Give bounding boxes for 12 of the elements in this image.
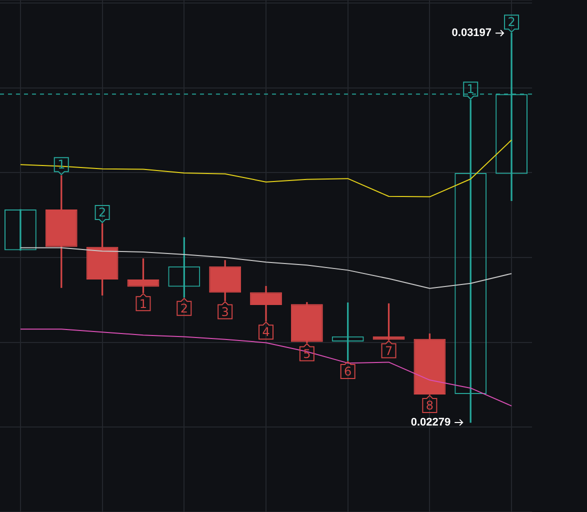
annotation: 2: [508, 15, 516, 30]
annotation: 3: [221, 304, 229, 319]
annotation: 0.02279: [410, 416, 451, 428]
annotation: 1: [466, 82, 474, 96]
annotation: 8: [426, 398, 434, 413]
annotation: 0.03197: [452, 27, 492, 40]
annotation: 6: [344, 364, 352, 379]
annotation: 4: [262, 325, 270, 340]
annotation: 1: [139, 296, 148, 311]
annotation: 2: [98, 206, 106, 220]
annotation: 7: [384, 344, 393, 358]
annotation: 2: [180, 301, 188, 316]
